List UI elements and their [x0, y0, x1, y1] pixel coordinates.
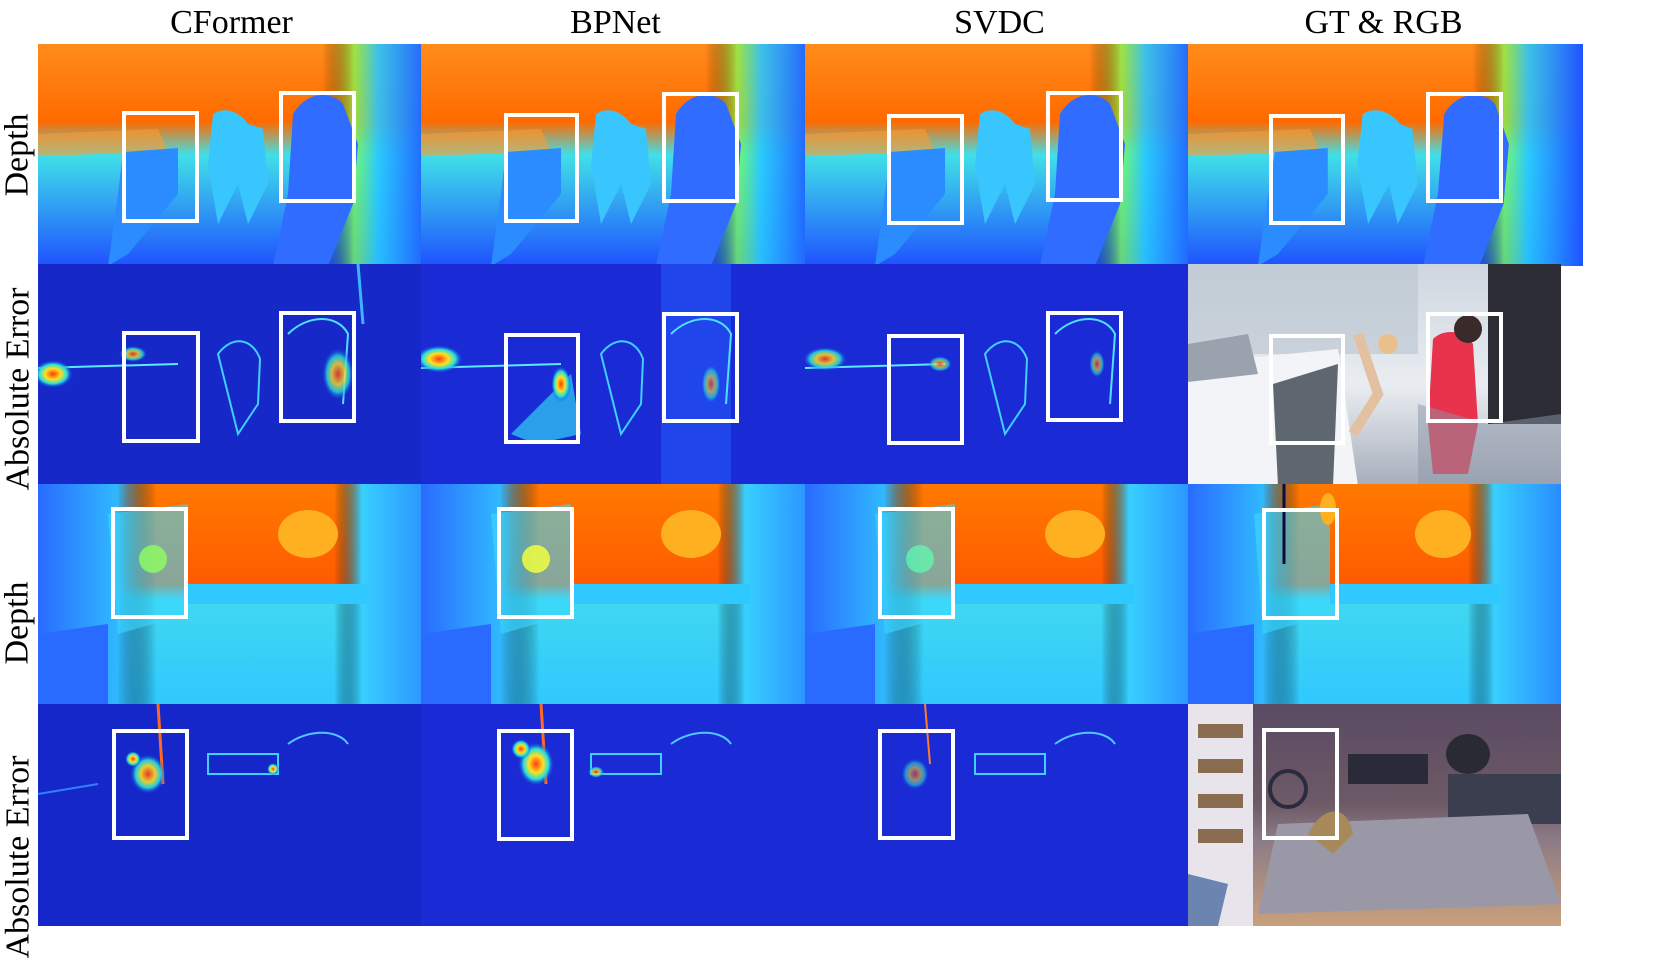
panel-depth-living-cformer	[38, 484, 433, 706]
panel-error-living-cformer	[38, 704, 433, 926]
column-header-cformer: CFormer	[170, 4, 293, 41]
highlight-box	[662, 312, 739, 423]
row-label-depth-2: Depth	[0, 581, 36, 665]
panel-depth-office-svdc	[805, 44, 1200, 266]
row-label-error-2: Absolute Error	[0, 755, 37, 959]
panel-depth-office-gt	[1188, 44, 1583, 266]
highlight-box	[279, 311, 356, 423]
column-header-gt-rgb: GT & RGB	[1304, 4, 1463, 41]
highlight-box	[497, 729, 574, 841]
highlight-box	[662, 92, 739, 203]
panel-error-living-svdc	[805, 704, 1200, 926]
highlight-box	[111, 507, 188, 619]
panel-error-living-bpnet	[421, 704, 816, 926]
row-label-depth-1: Depth	[0, 113, 36, 197]
highlight-box	[1269, 114, 1345, 225]
highlight-box	[504, 113, 579, 223]
column-header-bpnet: BPNet	[570, 4, 661, 41]
highlight-box	[1426, 92, 1503, 203]
panel-error-office-cformer	[38, 264, 433, 486]
panel-rgb-office	[1188, 264, 1561, 486]
row-label-error-1: Absolute Error	[0, 287, 37, 491]
panel-depth-office-bpnet	[421, 44, 816, 266]
highlight-box	[122, 111, 199, 223]
highlight-box	[497, 507, 574, 619]
highlight-box	[1262, 728, 1339, 840]
highlight-box	[279, 91, 356, 203]
panel-depth-living-gt	[1188, 484, 1561, 706]
highlight-box	[1262, 508, 1339, 620]
highlight-box	[878, 507, 955, 619]
highlight-box	[887, 114, 964, 225]
panel-error-office-svdc	[805, 264, 1200, 486]
highlight-box	[887, 334, 964, 445]
highlight-box	[122, 331, 200, 443]
highlight-box	[504, 333, 580, 444]
column-header-svdc: SVDC	[954, 4, 1045, 41]
highlight-box	[1046, 311, 1123, 422]
panel-depth-office-cformer	[38, 44, 433, 266]
highlight-box	[1046, 91, 1123, 202]
panel-depth-living-bpnet	[421, 484, 816, 706]
panel-error-office-bpnet	[421, 264, 816, 486]
highlight-box	[1426, 312, 1503, 423]
panel-rgb-living	[1188, 704, 1561, 926]
highlight-box	[878, 729, 955, 840]
highlight-box	[1269, 334, 1345, 445]
highlight-box	[112, 729, 189, 840]
panel-depth-living-svdc	[805, 484, 1200, 706]
